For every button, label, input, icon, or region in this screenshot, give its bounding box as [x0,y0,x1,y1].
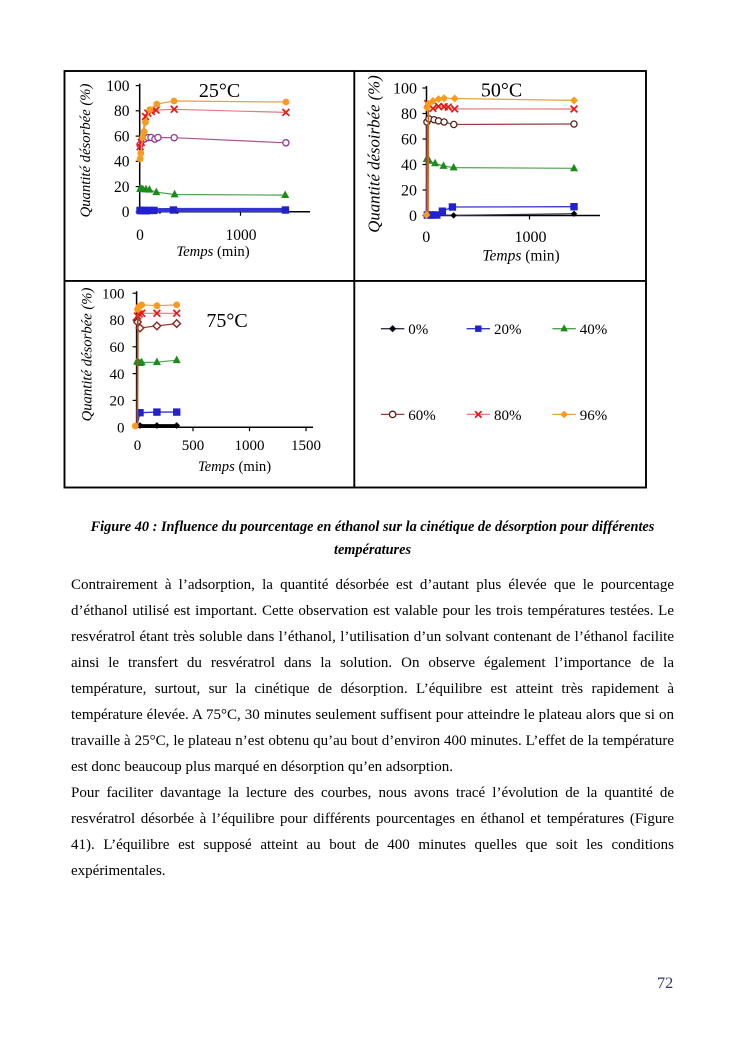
svg-text:80: 80 [110,313,125,329]
svg-text:80: 80 [114,103,130,120]
svg-text:80: 80 [401,106,417,123]
svg-text:60%: 60% [408,408,436,424]
svg-text:20%: 20% [494,322,522,338]
svg-text:0: 0 [136,227,144,244]
svg-text:50°C: 50°C [481,80,522,102]
svg-text:25°C: 25°C [199,80,240,102]
svg-text:0%: 0% [408,322,428,338]
svg-text:1500: 1500 [291,438,321,454]
svg-text:0: 0 [134,438,142,454]
svg-text:80%: 80% [494,408,522,424]
svg-text:0: 0 [122,204,130,221]
svg-text:1000: 1000 [235,438,265,454]
svg-text:40: 40 [114,154,130,171]
svg-text:500: 500 [182,438,205,454]
svg-text:40: 40 [110,367,125,383]
svg-text:1000: 1000 [515,229,547,246]
svg-text:100: 100 [393,81,417,98]
svg-text:20: 20 [114,179,130,196]
svg-text:60: 60 [110,340,125,356]
svg-text:0: 0 [422,229,430,246]
svg-text:100: 100 [106,78,130,95]
svg-text:40%: 40% [580,322,608,338]
svg-text:0: 0 [117,420,125,436]
svg-text:Quantité désorbée (%): Quantité désorbée (%) [78,84,94,218]
svg-text:60: 60 [401,132,417,149]
svg-text:20: 20 [110,394,125,410]
svg-text:60: 60 [114,128,130,145]
svg-text:Temps (min): Temps (min) [198,459,271,475]
svg-text:100: 100 [102,286,125,302]
svg-text:40: 40 [401,157,417,174]
svg-text:Quantité désoirbée (%): Quantité désoirbée (%) [365,75,384,233]
svg-text:96%: 96% [580,408,608,424]
svg-text:Temps (min): Temps (min) [482,248,559,265]
svg-text:1000: 1000 [226,227,257,244]
svg-text:20: 20 [401,183,417,200]
svg-text:Quantité désorbée (%): Quantité désorbée (%) [80,288,96,422]
svg-text:75°C: 75°C [206,310,247,332]
svg-text:0: 0 [409,208,417,225]
svg-text:Temps (min): Temps (min) [176,244,249,260]
